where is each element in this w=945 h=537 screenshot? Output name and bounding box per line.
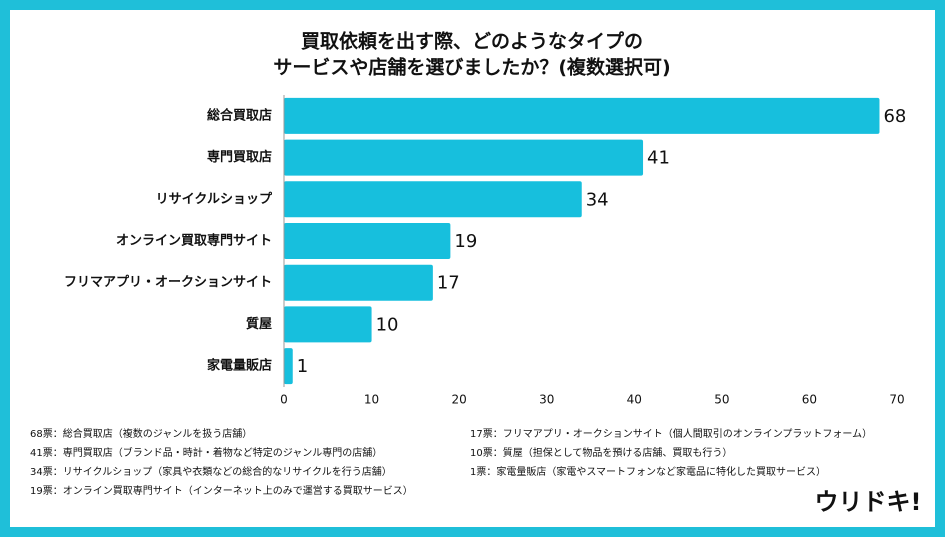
bar (284, 97, 880, 134)
y-tick-label: 質屋 (246, 316, 272, 332)
y-tick-label: オンライン買取専門サイト (116, 233, 272, 249)
y-tick-label: 専門買取店 (207, 149, 272, 165)
x-tick-label: 10 (364, 393, 379, 407)
y-tick-label: フリマアプリ・オークションサイト (64, 275, 272, 290)
x-tick-label: 50 (714, 393, 729, 407)
chart-title: 買取依頼を出す際、どのようなタイプの (301, 30, 643, 53)
x-tick-label: 70 (889, 393, 904, 407)
note: 41票：専門買取店（ブランド品・時計・着物など特定のジャンル専門の店舗） (30, 446, 382, 459)
note: 19票：オンライン買取専門サイト（インターネット上のみで運営する買取サービス） (30, 484, 413, 497)
y-tick-label: リサイクルショップ (156, 192, 273, 207)
panel (10, 10, 935, 527)
note: 68票：総合買取店（複数のジャンルを扱う店舗） (30, 427, 252, 440)
value-label: 19 (454, 231, 477, 252)
note: 34票：リサイクルショップ（家具や衣類などの総合的なリサイクルを行う店舗） (30, 465, 392, 478)
logo: ウリドキ! (815, 488, 922, 516)
x-tick-label: 60 (802, 393, 817, 407)
value-label: 1 (297, 356, 308, 377)
x-tick-label: 40 (627, 393, 642, 407)
value-label: 17 (437, 273, 460, 294)
value-label: 41 (647, 148, 670, 169)
value-label: 34 (586, 189, 609, 210)
value-label: 68 (883, 106, 906, 127)
chart-title: サービスや店舗を選びましたか？(複数選択可) (273, 56, 670, 79)
note: 1票：家電量販店（家電やスマートフォンなど家電品に特化した買取サービス） (470, 465, 826, 478)
value-label: 10 (376, 314, 399, 335)
note: 17票：フリマアプリ・オークションサイト（個人間取引のオンラインプラットフォーム… (470, 427, 872, 440)
bar (284, 223, 451, 259)
x-tick-label: 0 (280, 393, 288, 407)
bar (284, 348, 293, 385)
y-tick-label: 総合買取店 (207, 107, 272, 123)
bar (284, 181, 582, 218)
x-tick-label: 30 (539, 393, 554, 407)
bar (284, 139, 644, 176)
x-tick-label: 20 (452, 393, 467, 407)
y-tick-label: 家電量販店 (207, 358, 272, 374)
note: 10票：質屋（担保として物品を預ける店舗、買取も行う） (470, 446, 732, 459)
bar (284, 264, 433, 301)
bar (284, 306, 372, 343)
